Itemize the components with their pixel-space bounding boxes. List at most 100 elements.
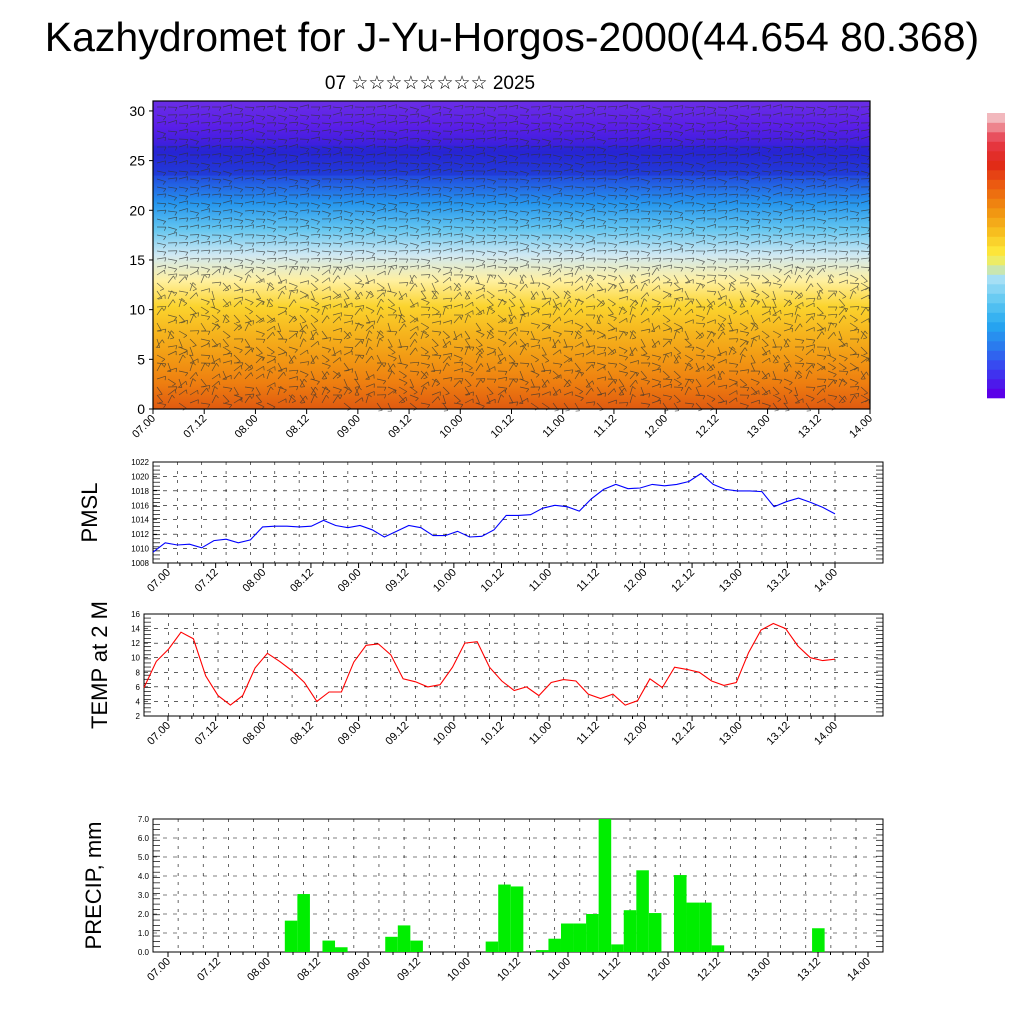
- x-tick-label: 08.12: [295, 956, 323, 984]
- y-tick-label: 25: [129, 153, 145, 169]
- x-tick-label: 12.00: [622, 567, 650, 595]
- x-tick-label: 10.12: [495, 956, 523, 984]
- y-tick-label: 1014: [131, 516, 149, 525]
- x-tick-label: 07.12: [181, 413, 209, 441]
- colorbar-cell: [987, 265, 1005, 275]
- x-tick-label: 08.00: [240, 567, 268, 595]
- colorbar-cell: [987, 284, 1005, 294]
- precip-bar: [385, 936, 398, 952]
- y-tick-label: 15: [129, 252, 145, 268]
- x-tick-label: 12.00: [622, 720, 650, 748]
- y-tick-label: 1008: [131, 559, 149, 568]
- x-tick-label: 12.12: [669, 720, 697, 748]
- x-tick-label: 08.12: [284, 413, 312, 441]
- y-tick-label: 5: [137, 351, 145, 367]
- y-tick-label: 4: [136, 697, 141, 706]
- colorbar-cell: [987, 227, 1005, 237]
- x-tick-label: 12.12: [695, 956, 723, 984]
- x-tick-label: 12.12: [694, 413, 722, 441]
- precip-bar: [410, 940, 423, 952]
- precip-bar: [535, 950, 549, 952]
- y-tick-label: 1018: [131, 487, 149, 496]
- x-tick-label: 13.12: [765, 720, 793, 748]
- precip-bar: [623, 910, 637, 952]
- y-tick-label: 1016: [131, 501, 149, 510]
- colorbar-cell: [987, 360, 1005, 370]
- x-tick-label: 08.00: [245, 956, 273, 984]
- colorbar-cell: [987, 379, 1005, 389]
- y-axis-label: PRECIP, mm: [81, 822, 106, 950]
- x-tick-label: 07.00: [145, 956, 173, 984]
- y-tick-label: 12: [131, 639, 140, 648]
- y-tick-label: 20: [129, 202, 145, 218]
- x-tick-label: 09.12: [383, 720, 411, 748]
- precip-bar: [686, 902, 700, 952]
- x-tick-label: 10.00: [431, 720, 459, 748]
- precip-bar: [573, 923, 587, 952]
- colorbar-cell: [987, 322, 1005, 332]
- colorbar-cell: [987, 198, 1005, 209]
- precip-bar: [284, 920, 298, 952]
- x-tick-label: 13.00: [717, 567, 745, 595]
- x-tick-label: 08.00: [240, 720, 268, 748]
- colorbar-cell: [987, 388, 1005, 399]
- x-tick-label: 10.12: [479, 720, 507, 748]
- x-tick-label: 13.00: [745, 956, 773, 984]
- x-tick-label: 14.00: [812, 567, 840, 595]
- colorbar-cell: [987, 303, 1005, 313]
- panel-frame: [152, 461, 884, 564]
- colorbar-cell: [987, 246, 1005, 256]
- colorbar-cell: [987, 350, 1005, 361]
- y-tick-label: 6: [136, 683, 141, 692]
- x-tick-label: 09.12: [383, 567, 411, 595]
- colorbar-cell: [987, 113, 1005, 123]
- x-tick-label: 14.00: [812, 720, 840, 748]
- y-tick-label: 10: [129, 302, 145, 318]
- y-tick-label: 3.0: [138, 891, 150, 900]
- x-tick-label: 11.00: [540, 413, 567, 440]
- x-tick-label: 13.00: [745, 413, 773, 441]
- y-tick-label: 1010: [131, 545, 149, 554]
- x-tick-label: 13.12: [796, 413, 824, 441]
- y-tick-label: 14: [131, 625, 140, 634]
- x-tick-label: 08.12: [288, 720, 316, 748]
- x-tick-label: 07.12: [193, 720, 221, 748]
- precip-bar: [812, 928, 825, 952]
- precip-bar: [510, 886, 524, 952]
- x-tick-label: 09.12: [395, 956, 423, 984]
- precip-bar: [297, 894, 310, 952]
- x-tick-label: 08.00: [233, 413, 261, 441]
- precip-bar: [335, 947, 348, 952]
- precip-bar: [560, 923, 574, 952]
- x-tick-label: 12.00: [645, 956, 673, 984]
- x-tick-label: 11.12: [596, 956, 623, 983]
- x-tick-label: 11.00: [546, 956, 573, 983]
- x-tick-label: 09.00: [336, 720, 364, 748]
- y-tick-label: 1022: [131, 458, 149, 467]
- colorbar-cell: [987, 236, 1005, 247]
- y-axis-label: TEMP at 2 M: [87, 601, 112, 729]
- colorbar-cell: [987, 122, 1005, 133]
- x-tick-label: 10.00: [445, 956, 473, 984]
- colorbar-cell: [987, 331, 1005, 342]
- x-tick-label: 09.00: [336, 567, 364, 595]
- y-tick-label: 16: [131, 610, 140, 619]
- y-tick-label: 1012: [131, 530, 149, 539]
- x-tick-label: 12.12: [669, 567, 697, 595]
- x-tick-label: 09.00: [345, 956, 373, 984]
- precip-bar: [673, 875, 687, 952]
- x-tick-label: 13.12: [765, 567, 793, 595]
- x-tick-label: 11.12: [592, 413, 619, 440]
- colorbar-cell: [987, 217, 1005, 228]
- x-tick-label: 07.00: [145, 567, 173, 595]
- colorbar-cell: [987, 369, 1005, 380]
- colorbar-cell: [987, 274, 1005, 285]
- x-tick-label: 07.00: [130, 413, 158, 441]
- precip-bar: [397, 925, 411, 952]
- precip-bar: [548, 938, 561, 952]
- x-tick-label: 11.12: [575, 567, 602, 594]
- precip-bar: [711, 945, 725, 952]
- colorbar-cell: [987, 189, 1005, 199]
- x-tick-label: 11.00: [527, 720, 554, 747]
